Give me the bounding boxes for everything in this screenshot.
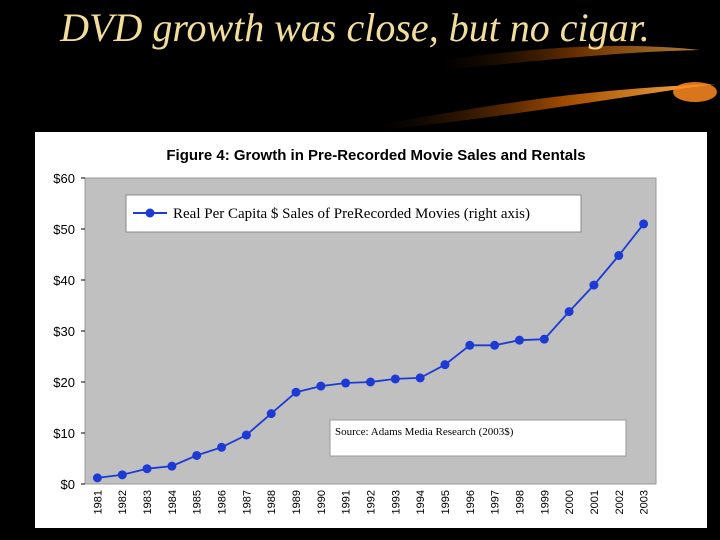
x-tick-label: 1991 (341, 490, 353, 514)
data-point (366, 377, 375, 387)
data-point (341, 378, 351, 388)
y-axis: $0 $10 $20 $30 $40 $50 $60 (53, 171, 85, 492)
legend-box (125, 194, 582, 233)
x-tick-label: 1987 (241, 490, 253, 514)
x-tick-label: 1997 (490, 490, 502, 514)
data-point (639, 219, 649, 229)
legend: Real Per Capita $ Sales of PreRecorded M… (125, 194, 582, 233)
chart-panel: Figure 4: Growth in Pre-Recorded Movie S… (35, 132, 707, 528)
data-point (589, 280, 599, 290)
data-point (564, 307, 574, 317)
line-chart: Figure 4: Growth in Pre-Recorded Movie S… (53, 147, 657, 514)
x-tick-label: 1996 (465, 490, 477, 514)
decorative-swoosh (380, 45, 717, 130)
slide-title: DVD growth was close, but no cigar. (60, 5, 650, 50)
x-tick-label: 1992 (366, 490, 378, 514)
y-tick-label: $20 (53, 375, 75, 390)
x-tick-label: 1995 (440, 490, 452, 514)
x-tick-label: 1988 (266, 490, 278, 514)
x-tick-label: 1990 (316, 490, 328, 514)
data-point (390, 374, 400, 384)
x-tick-label: 1985 (192, 490, 204, 514)
x-tick-label: 2001 (589, 490, 601, 514)
data-point (266, 409, 276, 419)
x-tick-label: 1999 (539, 490, 551, 514)
x-tick-label: 2002 (614, 490, 626, 514)
x-tick-label: 1998 (514, 490, 526, 514)
data-point (117, 470, 127, 480)
data-point (614, 251, 624, 261)
series-layer (92, 219, 649, 483)
source-note-text: Source: Adams Media Research (2003$) (335, 426, 514, 438)
data-point (440, 360, 450, 370)
x-tick-label: 2000 (564, 490, 576, 514)
data-point (167, 461, 177, 471)
y-tick-label: $60 (53, 171, 75, 186)
source-note-box (329, 419, 627, 457)
x-tick-label: 1981 (92, 490, 104, 514)
x-tick-label: 2003 (639, 490, 651, 514)
y-tick-label: $0 (61, 477, 75, 492)
data-point (217, 442, 227, 452)
y-tick-label: $10 (53, 426, 75, 441)
x-tick-label: 1984 (167, 490, 179, 514)
data-point (241, 430, 251, 440)
data-point (514, 335, 524, 345)
data-point (192, 450, 202, 460)
data-point (316, 381, 326, 391)
x-tick-label: 1994 (415, 490, 427, 514)
x-axis: 1981 1982 1983 1984 1985 1986 1987 1988 1989 1990… (92, 490, 650, 514)
data-point (415, 373, 425, 383)
data-point (539, 334, 549, 344)
x-tick-label: 1993 (390, 490, 402, 514)
x-tick-label: 1983 (142, 490, 154, 514)
chart-title: Figure 4: Growth in Pre-Recorded Movie S… (166, 147, 585, 164)
legend-marker-swatch (145, 208, 155, 218)
y-tick-label: $50 (53, 222, 75, 237)
x-tick-label: 1982 (117, 490, 129, 514)
legend-entry: Real Per Capita $ Sales of PreRecorded M… (173, 206, 530, 222)
x-tick-label: 1989 (291, 490, 303, 514)
data-point (490, 340, 500, 350)
data-point (142, 464, 152, 474)
source-note: Source: Adams Media Research (2003$) (329, 419, 627, 457)
data-point (291, 387, 301, 397)
data-point (465, 340, 475, 350)
y-tick-label: $40 (53, 273, 75, 288)
data-point (92, 473, 102, 483)
y-tick-label: $30 (53, 324, 75, 339)
x-tick-label: 1986 (217, 490, 229, 514)
